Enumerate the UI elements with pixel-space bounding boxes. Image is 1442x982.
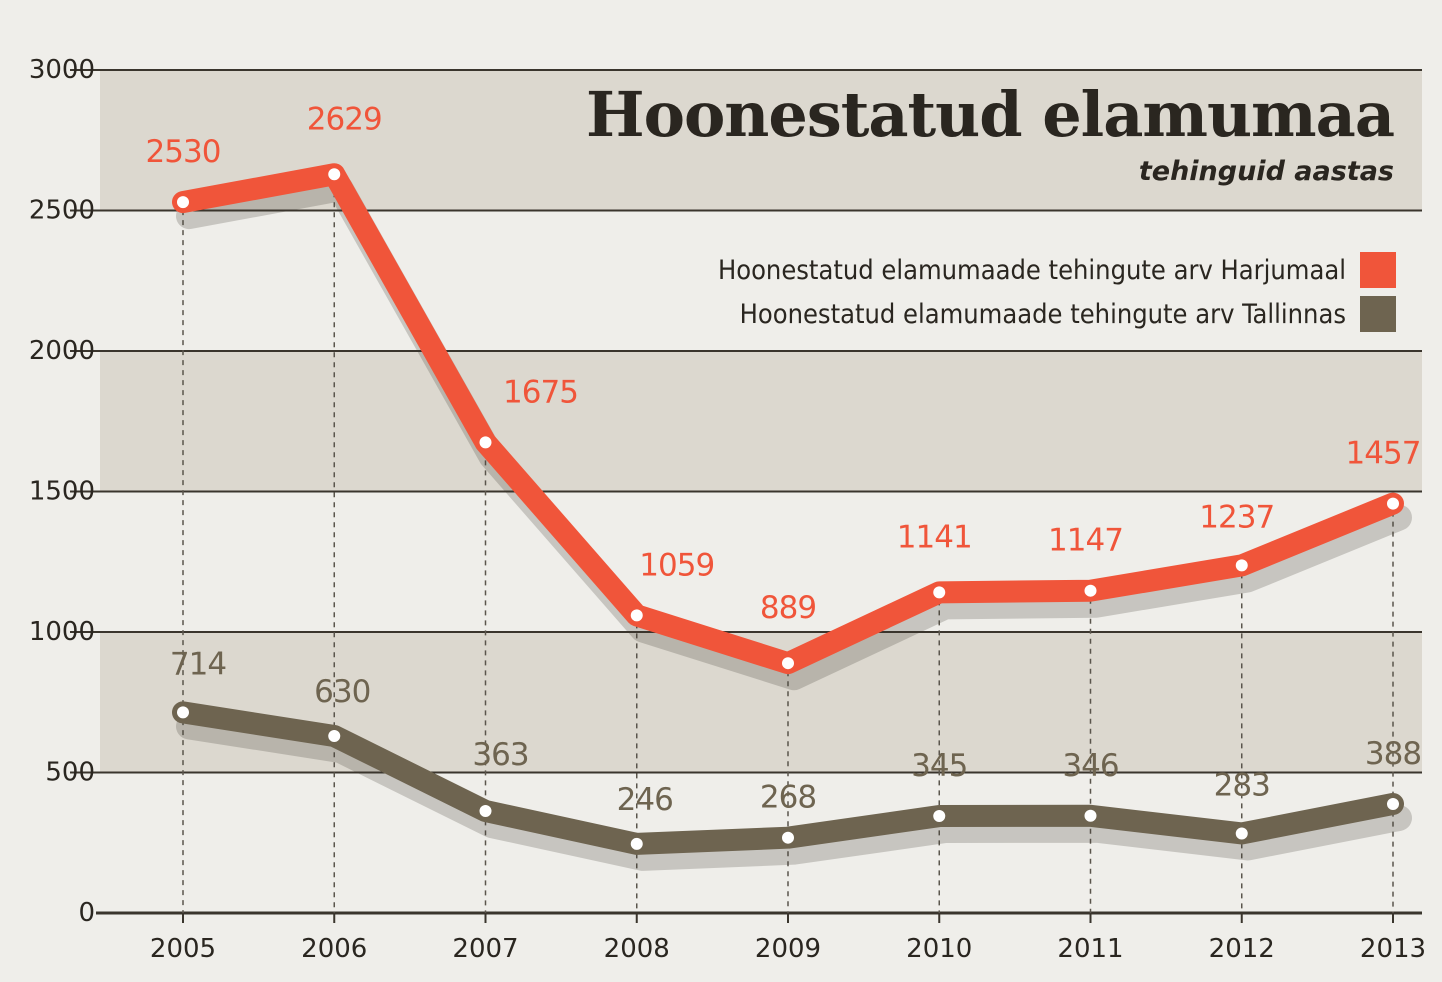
- y-tick-label: 2000: [29, 336, 95, 366]
- data-point: [326, 727, 343, 744]
- data-point: [1082, 582, 1099, 599]
- data-point: [477, 802, 494, 819]
- x-tick-label: 2011: [1057, 934, 1123, 964]
- data-point: [477, 434, 494, 451]
- x-tick-label: 2005: [150, 934, 216, 964]
- data-label: 1059: [639, 547, 714, 583]
- legend-item-tallinn: Hoonestatud elamumaade tehingute arv Tal…: [718, 292, 1396, 336]
- data-label: 388: [1365, 736, 1421, 772]
- x-tick-label: 2007: [452, 934, 518, 964]
- legend-swatch-tallinn: [1360, 296, 1396, 332]
- legend-swatch-harjumaa: [1360, 252, 1396, 288]
- data-point: [1385, 495, 1401, 512]
- data-label: 1237: [1199, 499, 1274, 535]
- y-tick-label: 1000: [29, 617, 95, 647]
- x-tick-label: 2006: [301, 934, 367, 964]
- grid-band: [100, 351, 1422, 492]
- x-tick-label: 2012: [1209, 934, 1275, 964]
- data-label: 1147: [1048, 523, 1123, 559]
- legend: Hoonestatud elamumaade tehingute arv Har…: [718, 248, 1396, 336]
- data-label: 283: [1214, 767, 1270, 803]
- data-label: 1457: [1346, 436, 1421, 472]
- data-point: [326, 166, 343, 183]
- data-point: [780, 829, 796, 846]
- data-label: 2530: [146, 134, 221, 170]
- y-tick-label: 1500: [29, 477, 95, 507]
- data-label: 630: [314, 674, 370, 710]
- legend-label-harjumaa: Hoonestatud elamumaade tehingute arv Har…: [717, 254, 1346, 286]
- legend-label-tallinn: Hoonestatud elamumaade tehingute arv Tal…: [739, 298, 1346, 330]
- chart-title: Hoonestatud elamumaa: [586, 78, 1395, 151]
- data-label: 268: [760, 780, 816, 816]
- data-label: 889: [760, 590, 816, 626]
- data-label: 2629: [307, 101, 382, 137]
- data-label: 246: [617, 782, 673, 818]
- x-tick-label: 2010: [906, 934, 972, 964]
- y-tick-label: 2500: [29, 196, 95, 226]
- data-label: 1675: [503, 374, 578, 410]
- data-label: 345: [911, 748, 967, 784]
- data-point: [628, 835, 645, 852]
- data-point: [780, 655, 796, 672]
- chart-subtitle: tehinguid aastas: [1138, 156, 1394, 187]
- data-point: [628, 607, 645, 624]
- data-point: [1385, 795, 1401, 812]
- data-label: 714: [170, 646, 226, 682]
- x-tick-label: 2013: [1360, 934, 1426, 964]
- x-tick-label: 2009: [755, 934, 821, 964]
- data-label: 346: [1062, 748, 1118, 784]
- y-tick-label: 0: [78, 898, 95, 928]
- data-point: [1233, 557, 1250, 574]
- x-tick-label: 2008: [604, 934, 670, 964]
- data-point: [1082, 807, 1099, 824]
- y-tick-label: 500: [45, 758, 95, 788]
- data-point: [175, 194, 191, 211]
- legend-item-harjumaa: Hoonestatud elamumaade tehingute arv Har…: [718, 248, 1396, 292]
- grid-band: [100, 210, 1422, 351]
- data-label: 363: [472, 737, 528, 773]
- data-label: 1141: [897, 519, 972, 555]
- data-point: [931, 808, 948, 825]
- y-tick-label: 3000: [29, 55, 95, 85]
- data-point: [931, 584, 948, 601]
- data-point: [175, 704, 191, 721]
- data-point: [1233, 825, 1250, 842]
